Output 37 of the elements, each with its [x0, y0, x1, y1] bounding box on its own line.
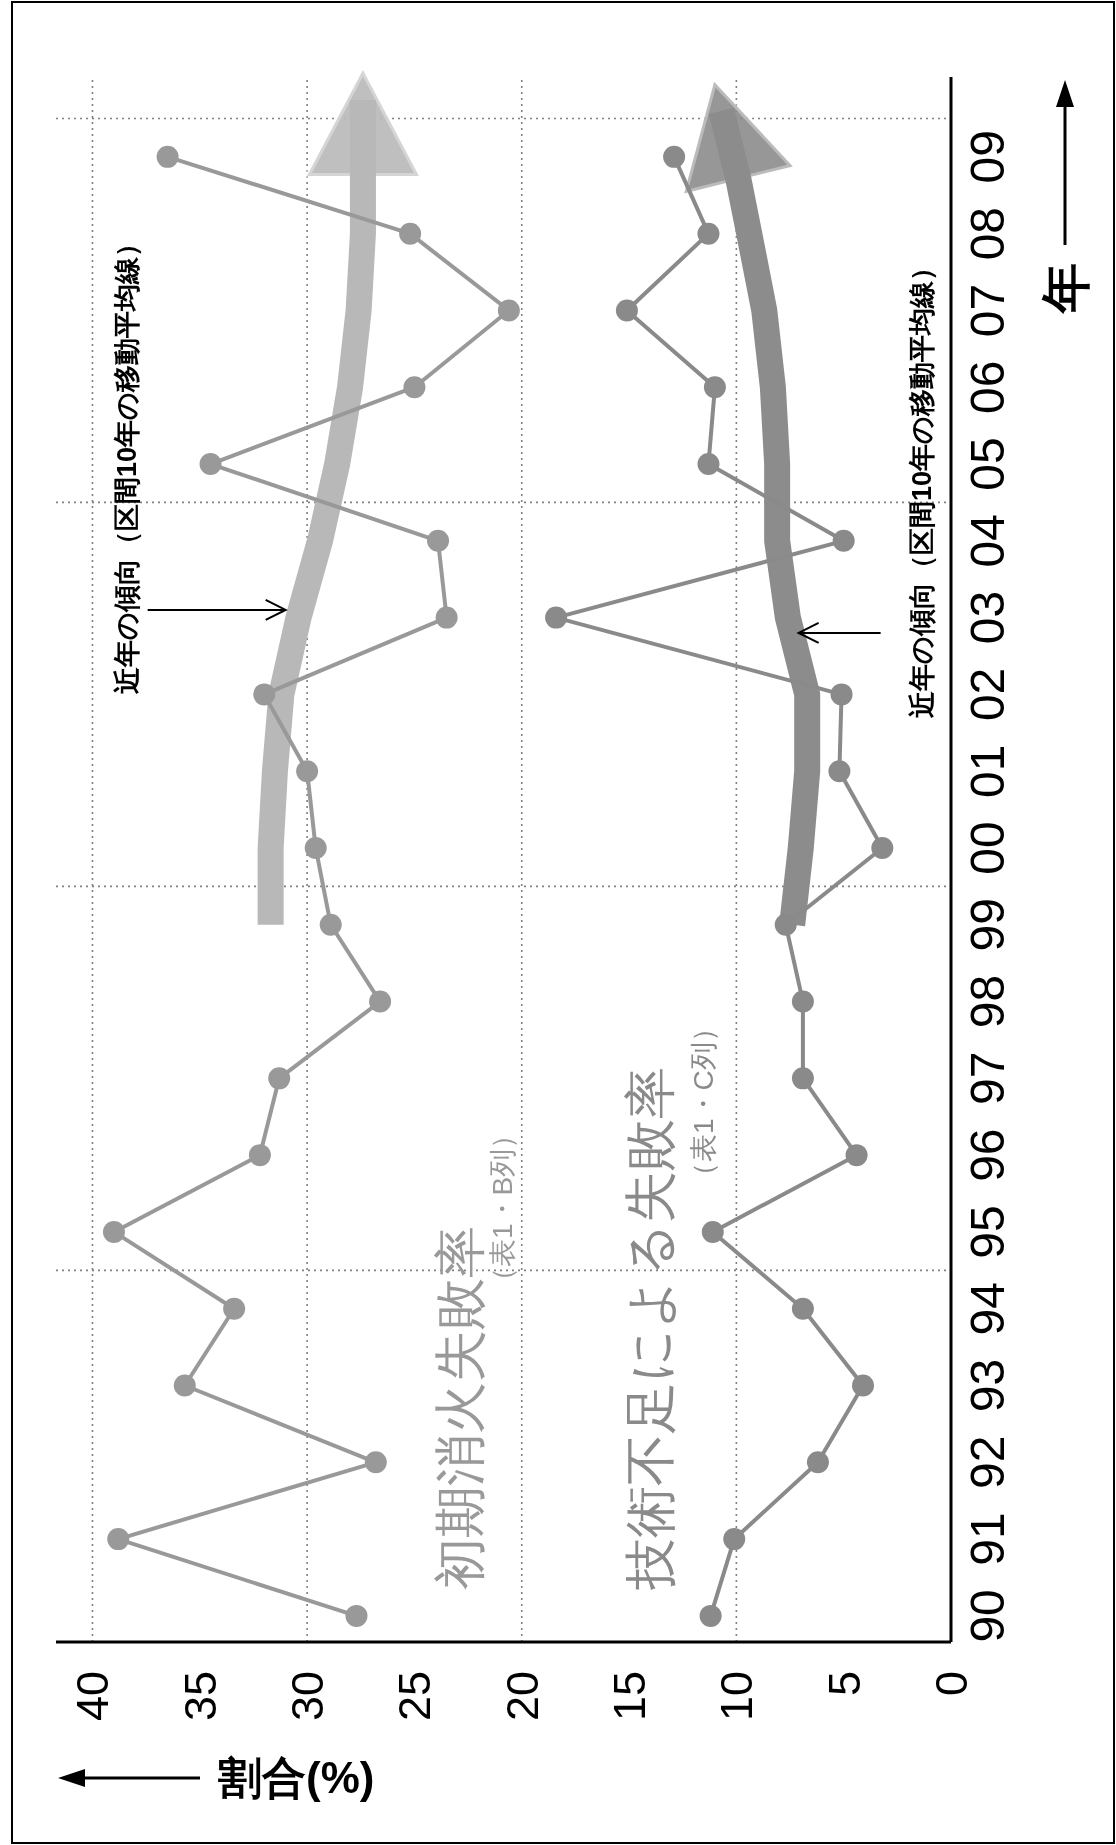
y-tick-label: 06	[961, 360, 1014, 414]
annotation: （表1・C列）	[688, 1014, 719, 1190]
x-tick-label: 30	[282, 1671, 334, 1722]
y-tick-label: 92	[961, 1435, 1014, 1489]
y-tick-label: 02	[961, 667, 1014, 722]
y-tick-label: 99	[961, 898, 1014, 952]
y-tick-label: 93	[961, 1358, 1014, 1413]
x-tick-label: 25	[389, 1671, 441, 1722]
annotation: （表1・B列）	[487, 1120, 518, 1295]
y-tick-label: 09	[961, 130, 1014, 184]
y-tick-label: 94	[961, 1282, 1014, 1336]
annotation: 近年の傾向（区間10年の移動平均線）	[111, 229, 142, 694]
x-tick-label: 5	[818, 1671, 870, 1697]
y-tick-label: 00	[961, 821, 1014, 875]
x-tick-label: 15	[604, 1671, 656, 1722]
y-axis-title: 年	[1038, 263, 1094, 315]
x-axis-title: 割合(%)	[218, 1753, 375, 1802]
x-tick-label: 20	[496, 1671, 548, 1722]
y-tick-label: 97	[961, 1051, 1014, 1106]
y-tick-label: 03	[961, 590, 1014, 645]
y-tick-label: 98	[961, 974, 1014, 1029]
y-tick-label: 01	[961, 744, 1014, 798]
x-tick-label: 35	[174, 1671, 226, 1722]
y-tick-label: 05	[961, 437, 1014, 491]
y-tick-label: 08	[961, 206, 1014, 261]
annotation: 近年の傾向（区間10年の移動平均線）	[906, 253, 937, 718]
text: 初期消火失敗率	[431, 1226, 489, 1590]
y-tick-label: 96	[961, 1128, 1014, 1182]
text: 技術不足による失敗率	[621, 1067, 679, 1591]
y-tick-label: 90	[961, 1589, 1014, 1643]
x-tick-label: 10	[711, 1671, 763, 1722]
y-tick-label: 07	[961, 283, 1014, 338]
x-tick-label: 0	[926, 1671, 977, 1697]
x-tick-label: 40	[67, 1671, 119, 1722]
y-tick-label: 91	[961, 1512, 1014, 1566]
y-tick-label: 04	[961, 514, 1014, 568]
y-tick-label: 95	[961, 1205, 1014, 1259]
